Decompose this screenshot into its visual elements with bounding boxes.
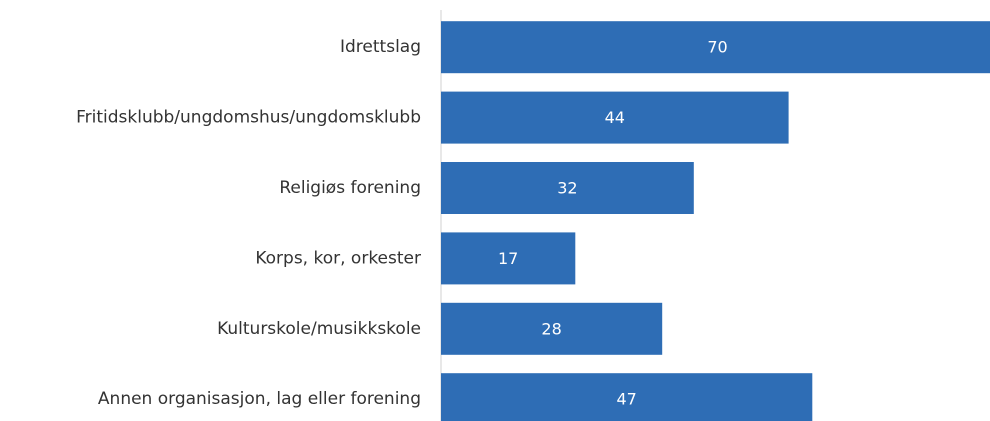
bar (441, 302, 663, 355)
value-label: 47 (616, 390, 636, 409)
bar (441, 162, 694, 214)
value-label: 70 (707, 38, 727, 57)
bar (441, 21, 990, 74)
value-label: 28 (541, 319, 561, 338)
value-label: 44 (605, 108, 625, 127)
category-label: Korps, kor, orkester (255, 248, 421, 268)
bar (441, 373, 813, 421)
category-label: Kulturskole/musikkskole (217, 319, 421, 339)
value-label: 17 (498, 249, 518, 268)
category-label: Idrettslag (340, 37, 421, 57)
bar (441, 91, 789, 144)
value-label: 32 (557, 179, 577, 198)
bar (441, 232, 576, 285)
category-label: Annen organisasjon, lag eller forening (98, 389, 421, 409)
category-label: Religiøs forening (279, 178, 421, 198)
category-label: Fritidsklubb/ungdomshus/ungdomsklubb (76, 108, 421, 128)
